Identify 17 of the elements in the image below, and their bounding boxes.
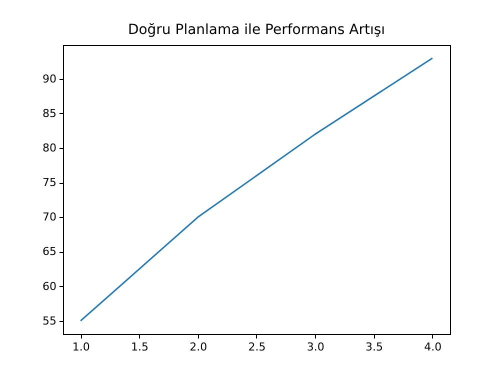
chart-title: Doğru Planlama ile Performans Artışı	[128, 22, 386, 38]
x-tick-label: 4.0	[424, 340, 442, 354]
y-tick-label: 65	[42, 245, 56, 258]
y-tick-label: 70	[42, 210, 56, 224]
x-tick-label: 2.5	[248, 340, 266, 354]
y-tick-label: 55	[42, 314, 56, 328]
x-tick-label: 1.5	[130, 340, 148, 354]
line-series	[80, 57, 434, 322]
y-tick-label: 60	[42, 280, 56, 293]
x-tick-label: 3.5	[366, 340, 384, 354]
y-tick-label: 90	[42, 72, 56, 86]
x-tick-label: 2.0	[190, 340, 208, 354]
y-tick-label: 85	[42, 106, 56, 120]
y-tick-label: 75	[42, 176, 56, 190]
x-tick-label: 3.0	[306, 340, 324, 354]
y-tick-label: 80	[42, 142, 56, 155]
x-tick-label: 1.0	[72, 340, 90, 354]
